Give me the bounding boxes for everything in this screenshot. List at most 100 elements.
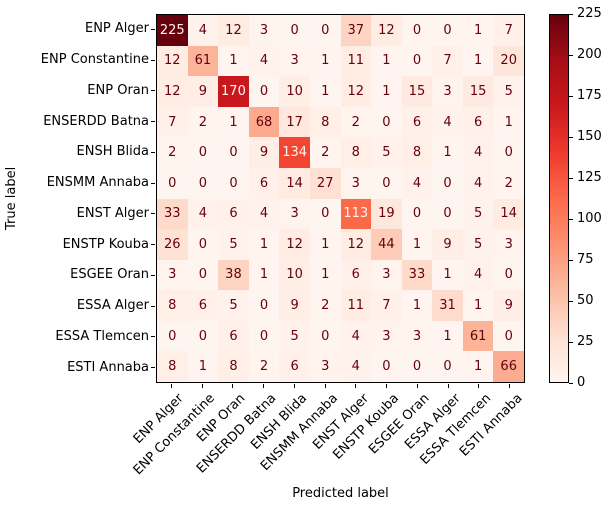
matrix-cell-r3-c10: 6: [462, 106, 494, 138]
y-tick-label: ENSTP Kouba: [62, 236, 149, 252]
matrix-cell-r6-c8: 0: [401, 198, 433, 230]
matrix-cell-r11-c1: 1: [187, 351, 219, 382]
colorbar-tick-label: 75: [577, 252, 594, 267]
x-tick-mark: [509, 384, 511, 388]
matrix-cell-r5-c9: 0: [432, 167, 463, 199]
colorbar-tick-mark: [569, 341, 573, 343]
y-tick-label: ENP Constantine: [40, 52, 149, 68]
matrix-cell-r5-c6: 3: [340, 167, 372, 199]
matrix-cell-r6-c10: 5: [462, 198, 494, 230]
y-tick-mark: [151, 90, 155, 92]
matrix-cell-r11-c8: 0: [401, 351, 433, 382]
matrix-cell-r6-c0: 33: [157, 198, 188, 230]
matrix-cell-r9-c2: 5: [218, 290, 249, 321]
matrix-cell-r5-c0: 0: [157, 167, 188, 199]
matrix-cell-r2-c7: 1: [371, 76, 402, 107]
matrix-cell-r4-c4: 134: [279, 137, 310, 168]
matrix-cell-r3-c7: 0: [371, 106, 402, 138]
matrix-cell-r4-c8: 8: [401, 137, 433, 168]
matrix-cell-r10-c11: 0: [493, 320, 524, 352]
matrix-cell-r1-c7: 1: [371, 45, 402, 77]
y-tick-label: ENP Alger: [84, 21, 149, 37]
matrix-cell-r1-c1: 61: [187, 45, 219, 77]
y-tick-mark: [151, 182, 155, 184]
matrix-cell-r2-c5: 1: [309, 76, 341, 107]
colorbar-tick-label: 0: [577, 375, 586, 390]
matrix-cell-r5-c7: 0: [371, 167, 402, 199]
colorbar-tick-label: 225: [577, 6, 602, 21]
x-tick-mark: [478, 384, 480, 388]
colorbar-tick-mark: [569, 13, 573, 15]
x-tick-mark: [447, 384, 449, 388]
matrix-cell-r6-c9: 0: [432, 198, 463, 230]
matrix-cell-r2-c9: 3: [432, 76, 463, 107]
colorbar-tick-mark: [569, 95, 573, 97]
matrix-cell-r2-c1: 9: [187, 76, 219, 107]
y-tick-label: ESGEE Oran: [70, 267, 149, 283]
x-tick-mark: [416, 384, 418, 388]
y-tick-label: ESSA Tlemcen: [55, 328, 149, 344]
matrix-cell-r11-c5: 3: [309, 351, 341, 382]
y-tick-label: ESSA Alger: [76, 298, 149, 314]
matrix-cell-r2-c4: 10: [279, 76, 310, 107]
matrix-cell-r0-c9: 0: [432, 15, 463, 46]
matrix-cell-r7-c0: 26: [157, 229, 188, 260]
matrix-cell-r7-c10: 5: [462, 229, 494, 260]
matrix-cell-r0-c10: 1: [462, 15, 494, 46]
matrix-cell-r7-c2: 5: [218, 229, 249, 260]
matrix-cell-r7-c4: 12: [279, 229, 310, 260]
colorbar: [549, 14, 569, 383]
matrix-cell-r5-c3: 6: [248, 167, 280, 199]
matrix-cell-r10-c5: 0: [309, 320, 341, 352]
matrix-cell-r9-c11: 9: [493, 290, 524, 321]
y-tick-mark: [151, 151, 155, 153]
matrix-cell-r11-c2: 8: [218, 351, 249, 382]
y-tick-mark: [151, 213, 155, 215]
matrix-cell-r6-c6: 113: [340, 198, 372, 230]
matrix-cell-r0-c2: 12: [218, 15, 249, 46]
matrix-cell-r10-c4: 5: [279, 320, 310, 352]
matrix-cell-r0-c3: 3: [248, 15, 280, 46]
x-tick-mark: [201, 384, 203, 388]
matrix-cell-r9-c5: 2: [309, 290, 341, 321]
matrix-cell-r9-c4: 9: [279, 290, 310, 321]
matrix-cell-r9-c9: 31: [432, 290, 463, 321]
matrix-cell-r3-c2: 1: [218, 106, 249, 138]
matrix-cell-r0-c8: 0: [401, 15, 433, 46]
matrix-cell-r4-c9: 1: [432, 137, 463, 168]
matrix-cell-r9-c0: 8: [157, 290, 188, 321]
matrix-cell-r1-c5: 1: [309, 45, 341, 77]
matrix-cell-r8-c6: 6: [340, 259, 372, 291]
x-tick-mark: [324, 384, 326, 388]
matrix-cell-r3-c9: 4: [432, 106, 463, 138]
matrix-cell-r4-c7: 5: [371, 137, 402, 168]
matrix-cell-r1-c10: 1: [462, 45, 494, 77]
matrix-cell-r6-c11: 14: [493, 198, 524, 230]
matrix-cell-r4-c3: 9: [248, 137, 280, 168]
matrix-cell-r9-c8: 1: [401, 290, 433, 321]
colorbar-tick-mark: [569, 54, 573, 56]
matrix-cell-r5-c1: 0: [187, 167, 219, 199]
x-tick-mark: [170, 384, 172, 388]
matrix-cell-r7-c5: 1: [309, 229, 341, 260]
matrix-cell-r7-c3: 1: [248, 229, 280, 260]
matrix-cell-r11-c3: 2: [248, 351, 280, 382]
matrix-cell-r10-c2: 6: [218, 320, 249, 352]
matrix-cell-r0-c11: 7: [493, 15, 524, 46]
matrix-cell-r5-c2: 0: [218, 167, 249, 199]
matrix-cell-r11-c4: 6: [279, 351, 310, 382]
y-tick-mark: [151, 367, 155, 369]
matrix-cell-r1-c11: 20: [493, 45, 524, 77]
matrix-cell-r1-c8: 0: [401, 45, 433, 77]
colorbar-tick-label: 200: [577, 47, 602, 62]
matrix-cell-r2-c0: 12: [157, 76, 188, 107]
x-tick-mark: [263, 384, 265, 388]
matrix-cell-r4-c11: 0: [493, 137, 524, 168]
y-tick-mark: [151, 305, 155, 307]
x-tick-mark: [293, 384, 295, 388]
matrix-cell-r3-c0: 7: [157, 106, 188, 138]
matrix-cell-r2-c8: 15: [401, 76, 433, 107]
matrix-cell-r9-c3: 0: [248, 290, 280, 321]
matrix-cell-r6-c2: 6: [218, 198, 249, 230]
matrix-cell-r0-c7: 12: [371, 15, 402, 46]
